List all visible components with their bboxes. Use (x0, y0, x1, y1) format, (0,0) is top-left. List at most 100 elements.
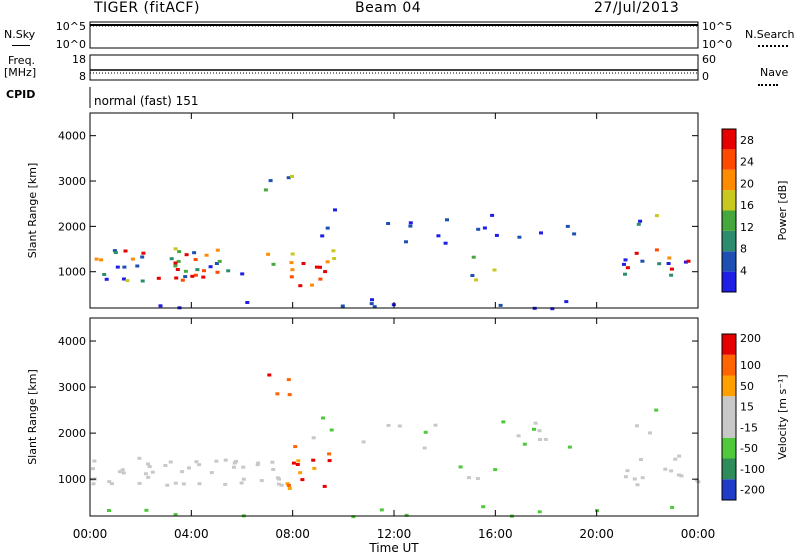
time-tick-label: 16:00 (478, 527, 513, 541)
power-panel-colorbar-tick: 12 (740, 221, 754, 234)
power-panel-cell (310, 283, 314, 287)
velocity-panel-colorbar-swatch (722, 479, 736, 500)
velocity-panel-colorbar-swatch (722, 375, 736, 397)
power-panel-cell (158, 304, 163, 308)
power-panel-cell (195, 268, 200, 272)
velocity-panel-cell (107, 480, 112, 484)
velocity-panel-cell (187, 466, 191, 470)
velocity-panel-cell (165, 483, 170, 487)
velocity-panel-cell (121, 471, 126, 475)
velocity-panel-colorbar-swatch (722, 437, 736, 459)
power-panel-cell (436, 234, 441, 238)
power-panel-cell (130, 257, 135, 261)
velocity-panel-cell (287, 486, 292, 490)
velocity-panel-cell (173, 513, 178, 516)
velocity-panel-cell (239, 481, 244, 485)
power-panel-cell (290, 252, 295, 256)
velocity-panel-cell (137, 456, 142, 460)
power-panel-cell (332, 257, 337, 260)
power-panel-cell (623, 272, 627, 276)
power-panel-cell (112, 249, 117, 253)
power-panel-ytick-label: 4000 (58, 130, 86, 143)
power-panel-cell (623, 258, 628, 262)
velocity-panel-colorbar-tick: 200 (740, 332, 761, 345)
power-panel-cell (125, 279, 130, 283)
power-panel-cell (115, 265, 120, 269)
velocity-panel-cell (501, 420, 506, 424)
velocity-panel-cell (516, 434, 521, 438)
power-panel-cell (482, 226, 487, 230)
power-panel-cell (193, 273, 198, 277)
velocity-panel-cell (433, 423, 438, 427)
freq-panel-right-tick-bottom: 0 (702, 70, 709, 83)
power-panel-cell (369, 302, 374, 306)
power-panel-cell (634, 251, 639, 255)
velocity-panel-cell (276, 482, 281, 486)
velocity-panel-cell (285, 482, 290, 486)
velocity-panel-cell (180, 470, 185, 474)
velocity-panel-cell (150, 470, 155, 474)
power-panel-colorbar-tick: 28 (740, 134, 754, 147)
velocity-panel-cell (422, 446, 427, 450)
velocity-panel-cell (287, 393, 292, 397)
power-panel-colorbar-tick: 4 (740, 264, 747, 277)
freq-panel-left-tick-top: 18 (72, 53, 86, 66)
power-panel-cell (286, 176, 291, 180)
power-panel-cell (666, 262, 671, 265)
velocity-panel-cell (286, 483, 291, 487)
power-panel-cell (386, 222, 391, 225)
power-panel-cell (654, 214, 659, 218)
power-panel-cell (156, 276, 161, 280)
velocity-panel-colorbar-swatch (722, 396, 736, 417)
power-panel-cell (215, 248, 220, 252)
velocity-panel-cell (120, 468, 125, 472)
velocity-panel-cell (270, 460, 275, 464)
power-panel-colorbar-tick: 8 (740, 243, 747, 256)
velocity-panel-cell (361, 440, 366, 444)
velocity-panel-cell (232, 465, 236, 469)
power-panel-cell (572, 232, 577, 236)
time-axis-label: Time UT (368, 541, 419, 554)
power-panel-cell (333, 208, 337, 212)
velocity-panel-cell (695, 478, 699, 482)
time-tick-label: 20:00 (579, 527, 614, 541)
velocity-panel-cell (117, 470, 122, 474)
nsky-panel-right-tick-bottom: 10^0 (702, 38, 732, 51)
velocity-panel-cell (295, 463, 300, 466)
velocity-panel-cell (640, 476, 645, 480)
power-panel-cell (140, 279, 145, 283)
velocity-panel-cell (386, 423, 391, 427)
velocity-panel-bg (90, 318, 698, 516)
velocity-panel-cell (635, 424, 639, 428)
power-panel-cell (173, 261, 178, 265)
velocity-panel-ytick-label: 1000 (58, 473, 86, 486)
power-panel-cell (669, 267, 674, 271)
velocity-panel-colorbar-tick: 15 (740, 401, 754, 414)
power-panel-cell (175, 268, 180, 271)
velocity-panel-cell (312, 466, 317, 470)
power-panel-colorbar-tick: 24 (740, 156, 754, 169)
power-panel-cell (314, 265, 319, 269)
power-panel-cell (99, 258, 104, 262)
power-panel-cell (404, 240, 408, 244)
radar-title: TIGER (fitACF) (94, 0, 200, 16)
power-panel-cell (215, 270, 220, 274)
time-tick-label: 12:00 (377, 527, 412, 541)
power-panel-cell (169, 257, 174, 261)
velocity-panel-cell (194, 460, 199, 464)
power-panel-cell (301, 262, 306, 265)
freq-panel-right-tick-top: 60 (702, 53, 716, 66)
nsearch-line-legend (758, 45, 788, 47)
velocity-panel-colorbar-tick: -200 (740, 484, 765, 497)
velocity-panel-cell (327, 452, 332, 456)
power-panel-cell (667, 256, 672, 260)
power-panel-colorbar-label: Power [dB] (776, 181, 789, 241)
velocity-panel-cell (275, 392, 280, 396)
velocity-panel-cell (255, 463, 260, 467)
power-panel-cell (325, 226, 330, 230)
velocity-panel-cell (493, 468, 498, 472)
velocity-panel-cell (397, 424, 402, 428)
power-panel-cell (202, 269, 206, 273)
velocity-panel-cell (625, 469, 630, 473)
time-tick-label: 08:00 (275, 527, 310, 541)
